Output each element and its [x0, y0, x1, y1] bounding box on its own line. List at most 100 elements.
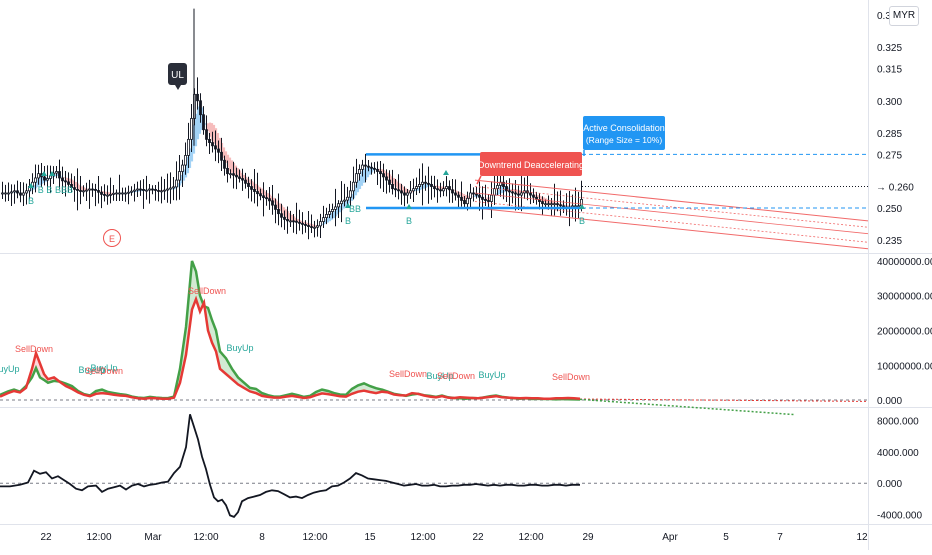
earnings-badge-label: E — [109, 234, 115, 244]
candle-body — [325, 214, 328, 219]
candle-body — [454, 192, 457, 196]
candle-body — [304, 224, 307, 226]
buy-signal-label: B — [345, 216, 351, 226]
signal-buyup: BuyUp — [478, 370, 505, 380]
candle-body — [280, 213, 283, 218]
projection-line — [474, 186, 869, 228]
time-axis-label: 7 — [777, 532, 783, 543]
candle-body — [286, 219, 289, 222]
price-axis-label: 0.275 — [877, 150, 902, 161]
candle-body — [298, 221, 301, 224]
candle-body — [556, 203, 559, 206]
candle-body — [433, 186, 436, 190]
candle-body — [145, 189, 148, 192]
buy-signal-marker — [41, 171, 47, 176]
candle-body — [490, 194, 493, 202]
candle-body — [58, 171, 61, 179]
candle-body — [373, 167, 376, 170]
candle-body — [115, 192, 118, 195]
candle-body — [421, 181, 424, 185]
candle-body — [121, 192, 124, 195]
candle-body — [310, 226, 313, 228]
buy-signal-marker — [345, 203, 351, 208]
candle-body — [469, 192, 472, 199]
candle-body — [277, 209, 280, 215]
buy-signal-label: B B — [38, 185, 53, 195]
price-axis-label: 0.285 — [877, 129, 902, 140]
downtrend-note-label: Downtrend Deaccelerating — [478, 160, 584, 170]
candle-body — [448, 186, 451, 191]
projection-line — [474, 207, 869, 250]
candle-body — [382, 173, 385, 178]
candle-body — [259, 193, 262, 197]
candle-body — [25, 190, 28, 194]
candle-body — [532, 194, 535, 198]
candle-body — [547, 203, 550, 206]
buy-signal-marker — [443, 170, 449, 175]
candle-body — [271, 200, 274, 206]
volume-axis-label: 30000000.000 — [877, 292, 932, 303]
osc-axis-label: 0.000 — [877, 479, 902, 490]
candle-body — [79, 190, 82, 192]
currency-badge[interactable]: MYR — [889, 6, 919, 26]
candle-body — [355, 173, 358, 183]
projection-line — [474, 192, 869, 235]
projection-line — [474, 179, 869, 222]
candle-body — [403, 192, 406, 196]
candle-body — [166, 188, 169, 191]
candle-body — [70, 183, 73, 189]
osc-axis-label: 4000.000 — [877, 448, 919, 459]
candle-body — [91, 188, 94, 191]
candle-body — [319, 221, 322, 227]
time-axis-label: Apr — [662, 532, 678, 543]
consolidation-note — [583, 116, 665, 150]
time-axis-label: 22 — [472, 532, 484, 543]
signal-buyup: BuyUp — [0, 364, 20, 374]
candle-body — [541, 201, 544, 205]
candle-body — [346, 196, 349, 201]
candle-body — [235, 174, 238, 178]
price-axis-label: 0.34 — [877, 11, 897, 22]
ul-badge — [168, 63, 187, 85]
time-axis-label: 12 — [856, 532, 868, 543]
candle-body — [211, 142, 214, 147]
candle-body — [544, 203, 547, 206]
candle-body — [370, 166, 373, 169]
candle-body — [472, 192, 475, 195]
candle-body — [376, 168, 379, 172]
candle-body — [97, 190, 100, 193]
candle-body — [157, 190, 160, 192]
candle-body — [337, 203, 340, 208]
candle-body — [49, 175, 52, 179]
candle-body — [154, 188, 157, 191]
osc-axis-label: 8000.000 — [877, 417, 919, 428]
candle-body — [247, 182, 250, 187]
candle-body — [427, 182, 430, 185]
candle-body — [214, 145, 217, 150]
candle-body — [331, 209, 334, 212]
candle-body — [133, 189, 136, 192]
candle-body — [196, 93, 199, 102]
candle-body — [172, 186, 175, 189]
candle-body — [397, 189, 400, 192]
candle-body — [520, 192, 523, 196]
candle-body — [313, 226, 316, 229]
candle-body — [181, 164, 184, 172]
candle-body — [517, 193, 520, 196]
volume-axis-label: 10000000.000 — [877, 361, 932, 372]
candle-body — [217, 148, 220, 153]
consolidation-note-line1: Active Consolidation — [583, 123, 665, 133]
candle-body — [22, 192, 25, 196]
candle-body — [202, 114, 205, 131]
signal-buyup: BuyUp — [426, 371, 453, 381]
time-axis-label: 5 — [723, 532, 729, 543]
price-axis-label: 0.250 — [877, 204, 902, 215]
candle-body — [100, 191, 103, 195]
candle-body — [415, 186, 418, 190]
candle-body — [292, 220, 295, 223]
buy-signal-marker — [579, 204, 585, 209]
buy-signal-marker — [28, 183, 34, 188]
candle-body — [187, 138, 190, 156]
